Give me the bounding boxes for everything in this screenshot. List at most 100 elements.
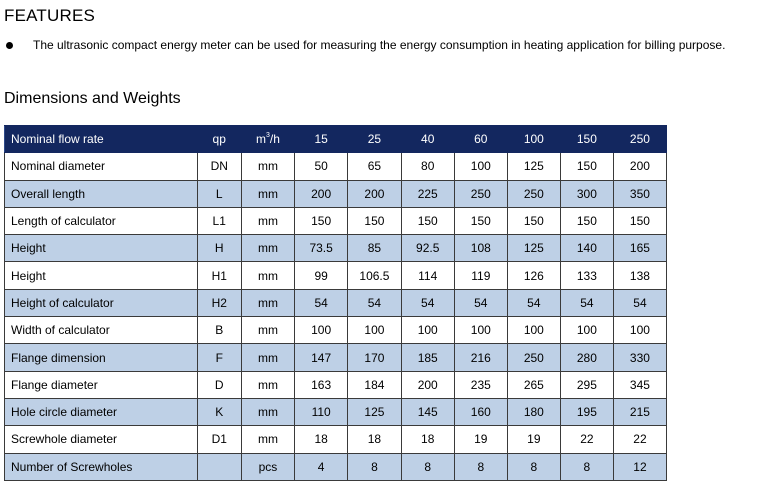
row-value-cell: 138 bbox=[612, 261, 668, 290]
table-row: Number of Screwholes pcs 4 8 8 8 8 8 12 bbox=[4, 452, 668, 481]
row-value-cell: 119 bbox=[453, 261, 508, 290]
row-symbol-cell: F bbox=[196, 343, 242, 372]
row-value-cell: 330 bbox=[612, 343, 668, 372]
row-value-cell: 345 bbox=[612, 370, 668, 399]
header-value-cell: 60 bbox=[453, 124, 508, 154]
row-name-cell: Length of calculator bbox=[4, 206, 198, 236]
row-unit-cell: mm bbox=[240, 261, 296, 290]
row-value-cell: 350 bbox=[612, 179, 668, 208]
row-unit-cell: mm bbox=[240, 206, 296, 236]
row-value-cell: 160 bbox=[453, 397, 508, 427]
features-heading: FEATURES bbox=[4, 6, 96, 25]
row-value-cell: 100 bbox=[506, 316, 561, 345]
row-symbol-cell: H2 bbox=[196, 288, 242, 318]
row-value-cell: 150 bbox=[559, 206, 614, 236]
row-value-cell: 54 bbox=[612, 288, 668, 318]
row-value-cell: 99 bbox=[294, 261, 349, 290]
row-value-cell: 8 bbox=[347, 452, 402, 481]
row-value-cell: 150 bbox=[294, 206, 349, 236]
header-value-cell: 15 bbox=[294, 124, 349, 154]
row-value-cell: 280 bbox=[559, 343, 614, 372]
row-value-cell: 170 bbox=[347, 343, 402, 372]
row-value-cell: 250 bbox=[506, 179, 561, 208]
row-value-cell: 18 bbox=[294, 425, 349, 454]
row-name-cell: Height of calculator bbox=[4, 288, 198, 318]
row-value-cell: 200 bbox=[612, 152, 668, 181]
row-value-cell: 133 bbox=[559, 261, 614, 290]
header-value-cell: 100 bbox=[506, 124, 561, 154]
row-value-cell: 92.5 bbox=[400, 234, 455, 263]
feature-bullet-item: The ultrasonic compact energy meter can … bbox=[4, 38, 725, 52]
row-value-cell: 235 bbox=[453, 370, 508, 399]
row-value-cell: 73.5 bbox=[294, 234, 349, 263]
table-row: Screwhole diameter D1 mm 18 18 18 19 19 22 22 bbox=[4, 425, 668, 454]
row-value-cell: 180 bbox=[506, 397, 561, 427]
row-value-cell: 106.5 bbox=[347, 261, 402, 290]
row-unit-cell: pcs bbox=[240, 452, 296, 481]
row-name-cell: Overall length bbox=[4, 179, 198, 208]
table-row: Height of calculator H2 mm 54 54 54 54 54 54 54 bbox=[4, 288, 668, 318]
row-value-cell: 4 bbox=[294, 452, 349, 481]
unit-tail: /h bbox=[269, 132, 280, 147]
row-unit-cell: mm bbox=[240, 316, 296, 345]
row-name-cell: Width of calculator bbox=[4, 316, 198, 345]
row-unit-cell: mm bbox=[240, 343, 296, 372]
bullet-icon bbox=[6, 41, 13, 49]
row-symbol-cell: D bbox=[196, 370, 242, 399]
table-row: Height H1 mm 99 106.5 114 119 126 133 138 bbox=[4, 261, 668, 290]
row-value-cell: 150 bbox=[612, 206, 668, 236]
row-value-cell: 295 bbox=[559, 370, 614, 399]
header-value-cell: 25 bbox=[347, 124, 402, 154]
row-value-cell: 150 bbox=[453, 206, 508, 236]
row-name-cell: Height bbox=[4, 234, 198, 263]
row-symbol-cell: L bbox=[196, 179, 242, 208]
row-value-cell: 100 bbox=[347, 316, 402, 345]
row-value-cell: 18 bbox=[400, 425, 455, 454]
row-value-cell: 54 bbox=[506, 288, 561, 318]
row-value-cell: 165 bbox=[612, 234, 668, 263]
row-symbol-cell: L1 bbox=[196, 206, 242, 236]
row-value-cell: 100 bbox=[453, 152, 508, 181]
row-value-cell: 145 bbox=[400, 397, 455, 427]
header-unit-cell: m3/h bbox=[240, 124, 296, 154]
row-value-cell: 163 bbox=[294, 370, 349, 399]
row-unit-cell: mm bbox=[240, 425, 296, 454]
row-symbol-cell: H1 bbox=[196, 261, 242, 290]
row-unit-cell: mm bbox=[240, 288, 296, 318]
row-unit-cell: mm bbox=[240, 370, 296, 399]
row-value-cell: 150 bbox=[559, 152, 614, 181]
row-value-cell: 19 bbox=[453, 425, 508, 454]
row-unit-cell: mm bbox=[240, 179, 296, 208]
row-value-cell: 125 bbox=[347, 397, 402, 427]
row-name-cell: Flange dimension bbox=[4, 343, 198, 372]
table-header-row: Nominal flow rate qp m3/h 15 25 40 60 10… bbox=[4, 124, 668, 154]
row-unit-cell: mm bbox=[240, 397, 296, 427]
unit-superscript: 3 bbox=[266, 132, 270, 140]
row-value-cell: 140 bbox=[559, 234, 614, 263]
row-value-cell: 185 bbox=[400, 343, 455, 372]
row-value-cell: 150 bbox=[400, 206, 455, 236]
row-unit-cell: mm bbox=[240, 152, 296, 181]
dimensions-table: Nominal flow rate qp m3/h 15 25 40 60 10… bbox=[4, 124, 668, 481]
row-value-cell: 200 bbox=[347, 179, 402, 208]
row-value-cell: 200 bbox=[294, 179, 349, 208]
row-symbol-cell bbox=[196, 452, 242, 481]
row-value-cell: 8 bbox=[559, 452, 614, 481]
feature-bullet-text: The ultrasonic compact energy meter can … bbox=[33, 38, 726, 52]
row-value-cell: 216 bbox=[453, 343, 508, 372]
row-value-cell: 125 bbox=[506, 234, 561, 263]
header-value-cell: 150 bbox=[559, 124, 614, 154]
row-symbol-cell: DN bbox=[196, 152, 242, 181]
row-value-cell: 12 bbox=[612, 452, 668, 481]
row-name-cell: Height bbox=[4, 261, 198, 290]
row-value-cell: 250 bbox=[506, 343, 561, 372]
row-value-cell: 19 bbox=[506, 425, 561, 454]
row-value-cell: 100 bbox=[400, 316, 455, 345]
row-value-cell: 250 bbox=[453, 179, 508, 208]
row-value-cell: 125 bbox=[506, 152, 561, 181]
row-value-cell: 114 bbox=[400, 261, 455, 290]
